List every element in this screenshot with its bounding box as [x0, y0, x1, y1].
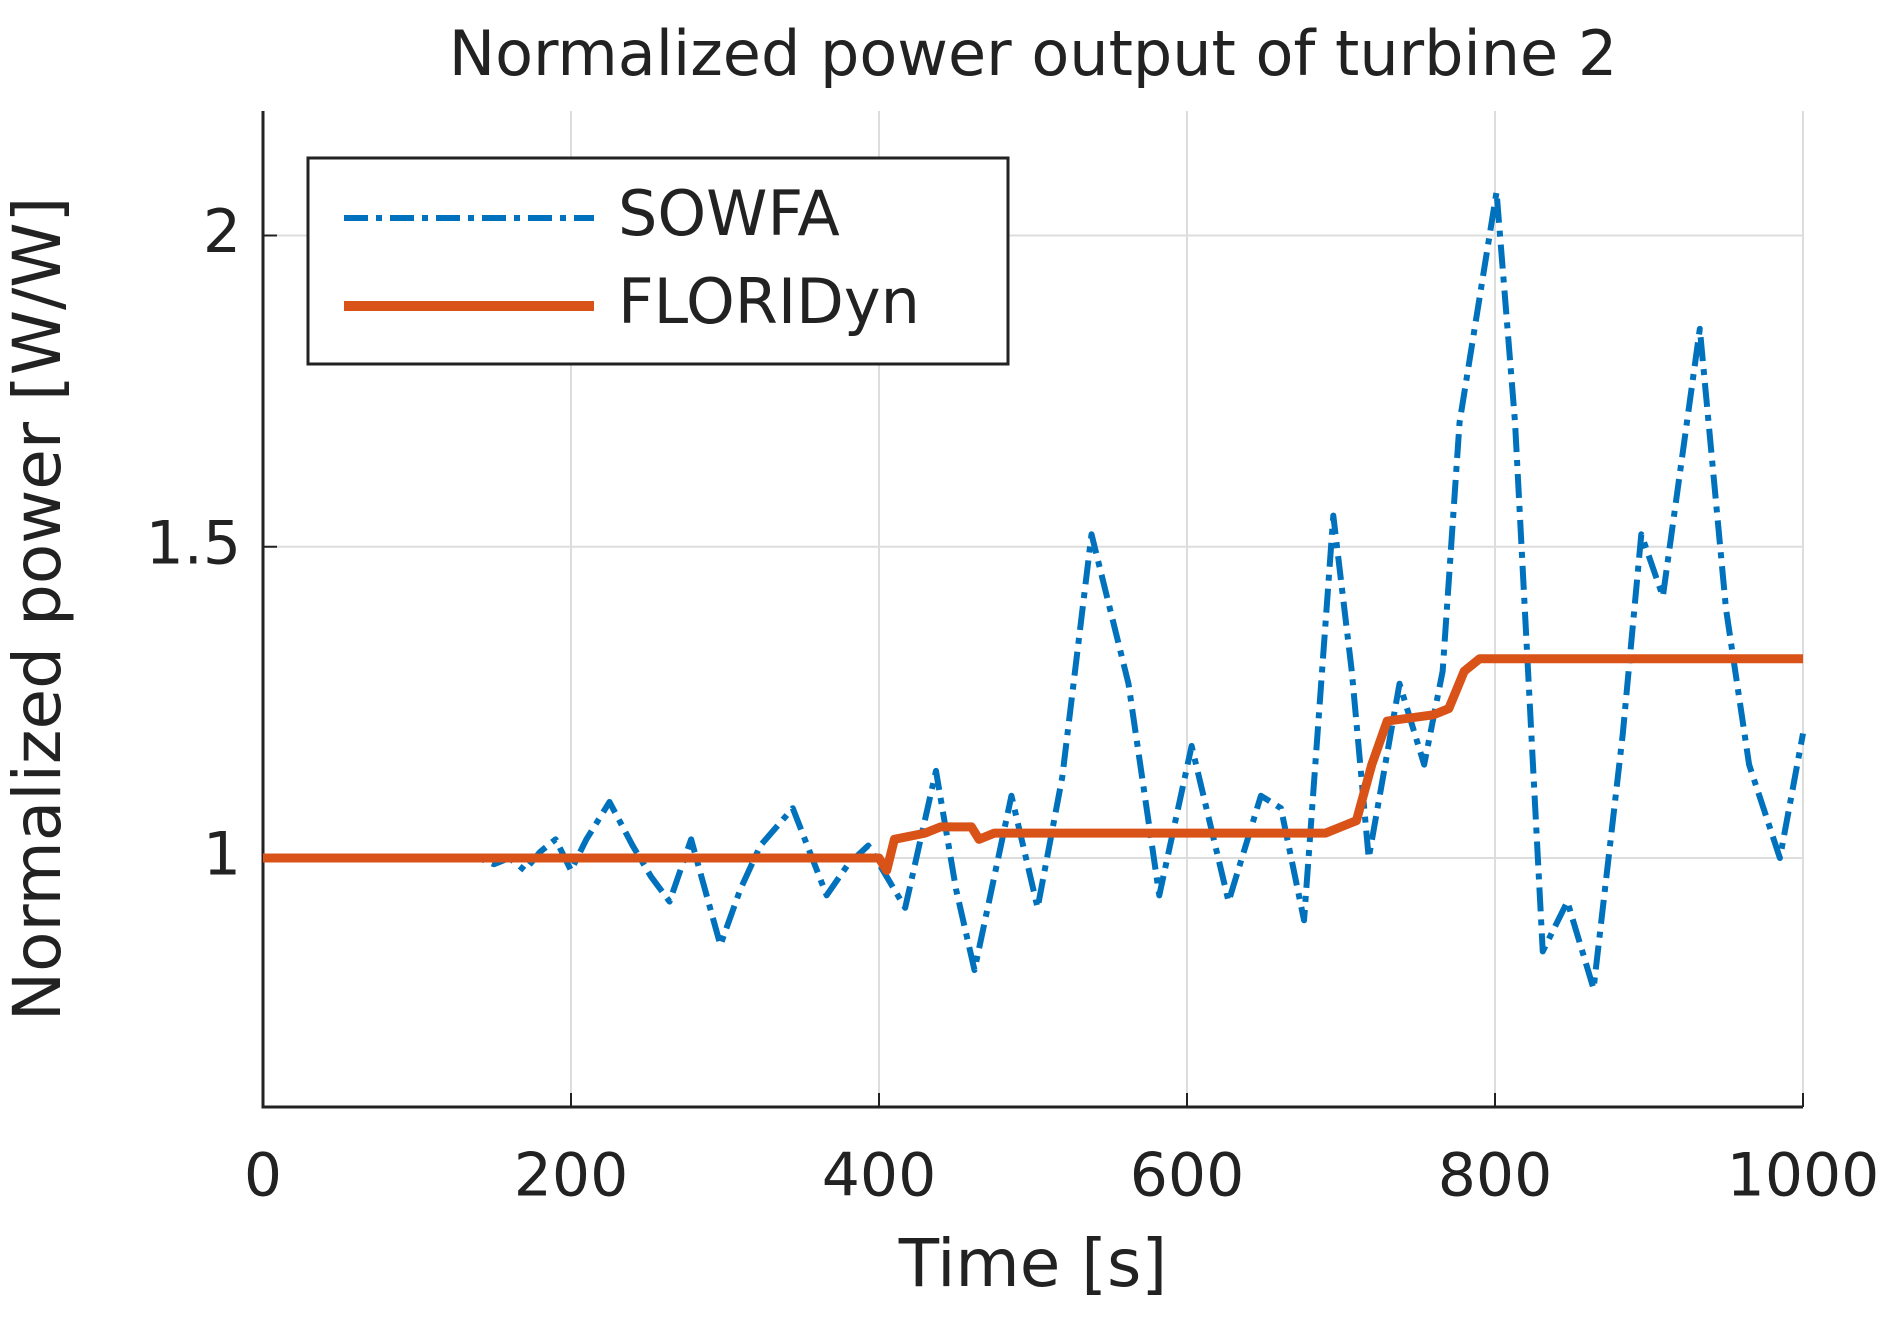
x-tick-label: 600 [1130, 1141, 1245, 1211]
y-tick-label: 1.5 [146, 508, 241, 578]
x-tick-label: 1000 [1727, 1141, 1880, 1211]
x-axis-label: Time [s] [898, 1225, 1167, 1302]
x-tick-label: 400 [822, 1141, 937, 1211]
legend-box [306, 156, 1010, 366]
axis-line [261, 111, 1803, 1109]
x-tick-label: 800 [1438, 1141, 1553, 1211]
legend-label: FLORIDyn [618, 265, 920, 338]
x-tick-label: 200 [514, 1141, 629, 1211]
chart-title: Normalized power output of turbine 2 [449, 17, 1618, 90]
y-axis-label: Normalized power [W/W] [0, 197, 76, 1021]
data-line [263, 654, 1803, 875]
x-tick-label: 0 [244, 1141, 282, 1211]
y-tick-label: 1 [203, 820, 241, 890]
legend-label: SOWFA [618, 177, 840, 250]
data-line [263, 188, 1806, 992]
y-tick-label: 2 [203, 197, 241, 267]
